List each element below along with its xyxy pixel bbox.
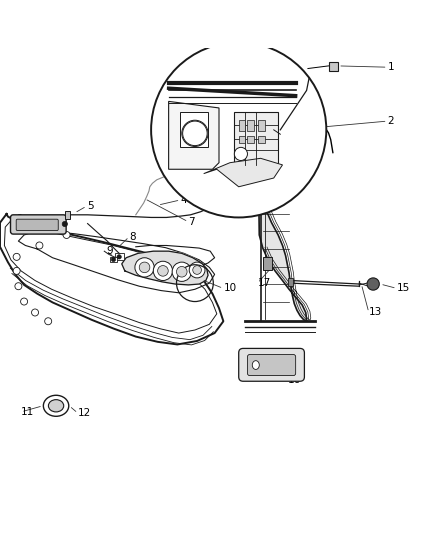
Text: 5: 5 xyxy=(87,201,93,211)
Text: 8: 8 xyxy=(129,232,136,242)
FancyBboxPatch shape xyxy=(239,349,304,381)
Bar xyxy=(288,278,293,286)
Circle shape xyxy=(32,309,39,316)
Bar xyxy=(258,120,265,131)
Circle shape xyxy=(367,278,379,290)
Bar xyxy=(247,135,254,143)
Ellipse shape xyxy=(252,361,259,369)
FancyBboxPatch shape xyxy=(16,219,58,231)
Text: 1: 1 xyxy=(388,62,394,72)
Circle shape xyxy=(153,261,173,280)
Circle shape xyxy=(182,120,208,147)
Circle shape xyxy=(139,262,150,273)
Circle shape xyxy=(63,231,70,238)
Circle shape xyxy=(189,262,205,278)
Text: 15: 15 xyxy=(397,284,410,293)
Bar xyxy=(263,257,272,270)
FancyBboxPatch shape xyxy=(11,215,66,234)
Bar xyxy=(239,135,245,143)
Polygon shape xyxy=(169,101,219,169)
Text: 2: 2 xyxy=(388,116,394,126)
Circle shape xyxy=(151,42,326,217)
Bar xyxy=(328,62,338,71)
Text: 7: 7 xyxy=(188,217,195,227)
Circle shape xyxy=(45,318,52,325)
Circle shape xyxy=(62,221,67,227)
Circle shape xyxy=(13,253,20,260)
Bar xyxy=(115,253,124,260)
Circle shape xyxy=(183,121,207,146)
Polygon shape xyxy=(204,158,283,187)
Text: 6: 6 xyxy=(15,214,22,224)
Ellipse shape xyxy=(48,400,64,412)
Bar xyxy=(110,257,117,262)
Ellipse shape xyxy=(43,395,69,416)
Circle shape xyxy=(193,265,201,274)
Circle shape xyxy=(172,262,191,281)
Text: 11: 11 xyxy=(21,407,34,417)
Circle shape xyxy=(21,298,28,305)
Bar xyxy=(247,120,254,131)
Text: 17: 17 xyxy=(258,278,271,288)
Text: 10: 10 xyxy=(223,284,237,293)
Circle shape xyxy=(13,268,20,274)
Text: 4: 4 xyxy=(180,195,187,205)
Polygon shape xyxy=(180,112,208,147)
Circle shape xyxy=(234,147,247,160)
Circle shape xyxy=(36,242,43,249)
FancyBboxPatch shape xyxy=(247,354,296,376)
Text: 13: 13 xyxy=(369,308,382,318)
Circle shape xyxy=(117,255,121,259)
Bar xyxy=(258,135,265,143)
Polygon shape xyxy=(122,251,208,285)
Polygon shape xyxy=(234,112,278,165)
Bar xyxy=(239,120,245,131)
Text: 12: 12 xyxy=(78,408,91,418)
Polygon shape xyxy=(258,171,307,321)
Circle shape xyxy=(135,258,154,277)
Circle shape xyxy=(15,282,22,290)
Circle shape xyxy=(177,266,187,277)
Circle shape xyxy=(158,265,168,276)
Bar xyxy=(65,211,70,219)
Text: 16: 16 xyxy=(288,375,301,385)
Text: 9: 9 xyxy=(106,246,113,256)
Circle shape xyxy=(111,257,116,262)
